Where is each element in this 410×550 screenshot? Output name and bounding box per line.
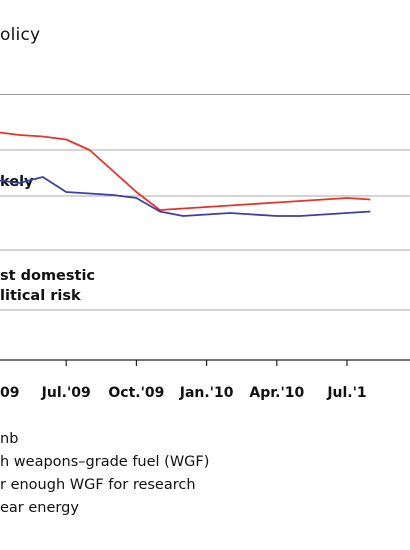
annotation-political-risk: litical risk bbox=[0, 288, 81, 304]
legend-item-research: r enough WGF for research bbox=[0, 477, 196, 493]
chart-title: olicy bbox=[0, 25, 41, 45]
top-rule bbox=[0, 94, 410, 95]
legend-item-energy: ear energy bbox=[0, 500, 79, 516]
annotation-domestic: st domestic bbox=[0, 268, 96, 284]
legend-item-bomb: nb bbox=[0, 431, 19, 447]
series-line-1 bbox=[0, 131, 371, 211]
legend: nb h weapons–grade fuel (WGF) r enough W… bbox=[0, 428, 209, 520]
x-tick-label: Oct.'09 bbox=[108, 385, 164, 401]
x-tick-label: Jul.'09 bbox=[41, 385, 91, 401]
series-line-2 bbox=[0, 176, 371, 217]
x-tick-label: Jan.'10 bbox=[179, 385, 234, 401]
legend-item-wgf: h weapons–grade fuel (WGF) bbox=[0, 454, 210, 470]
x-tick-label: Apr.'10 bbox=[249, 385, 304, 401]
x-tick-label: 09 bbox=[0, 385, 19, 401]
x-tick-label: Jul.'1 bbox=[326, 385, 366, 401]
